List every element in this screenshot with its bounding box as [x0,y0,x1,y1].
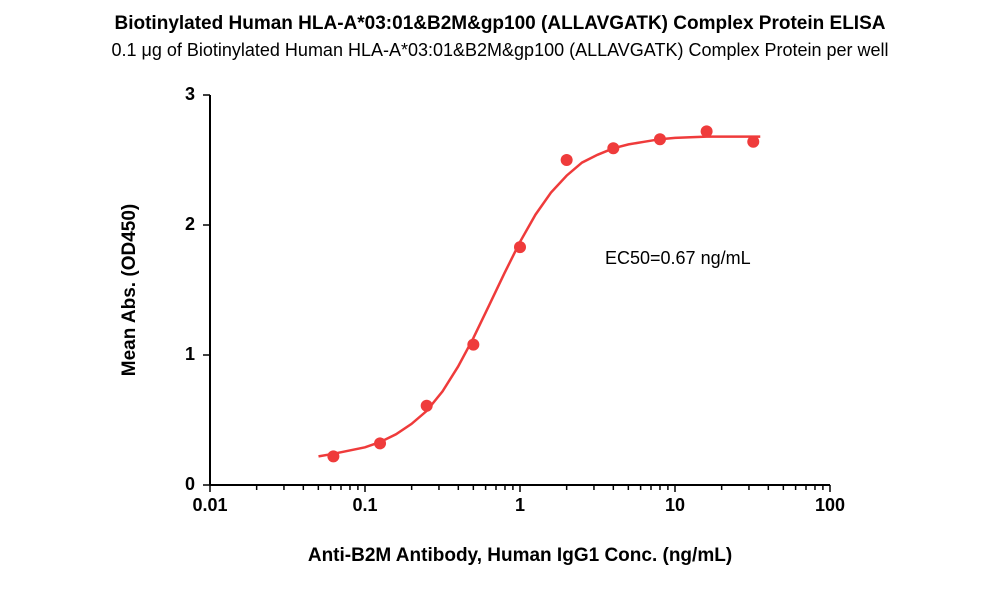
svg-text:1: 1 [185,344,195,364]
chart-container: Biotinylated Human HLA-A*03:01&B2M&gp100… [0,0,1000,602]
svg-text:2: 2 [185,214,195,234]
chart-title-block: Biotinylated Human HLA-A*03:01&B2M&gp100… [0,12,1000,62]
svg-text:1: 1 [515,495,525,515]
svg-text:0.1: 0.1 [352,495,377,515]
chart-plot-area: 0.010.11101000123 [210,95,830,485]
y-axis-label: Mean Abs. (OD450) [119,204,141,376]
svg-text:100: 100 [815,495,845,515]
svg-text:0.01: 0.01 [192,495,227,515]
svg-text:10: 10 [665,495,685,515]
chart-title-sub: 0.1 μg of Biotinylated Human HLA-A*03:01… [0,39,1000,62]
chart-title-main: Biotinylated Human HLA-A*03:01&B2M&gp100… [0,12,1000,37]
svg-text:3: 3 [185,84,195,104]
svg-text:0: 0 [185,474,195,494]
x-axis-label: Anti-B2M Antibody, Human IgG1 Conc. (ng/… [308,545,732,567]
